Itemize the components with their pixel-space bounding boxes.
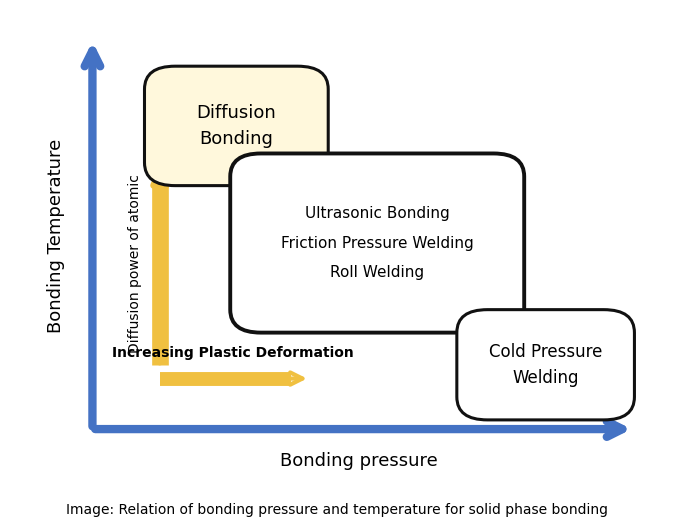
Text: Bonding Temperature: Bonding Temperature [46,139,65,333]
FancyBboxPatch shape [457,310,635,420]
FancyBboxPatch shape [145,66,328,186]
FancyBboxPatch shape [230,153,524,333]
Text: Ultrasonic Bonding
Friction Pressure Welding
Roll Welding: Ultrasonic Bonding Friction Pressure Wel… [281,206,474,280]
Text: Image: Relation of bonding pressure and temperature for solid phase bonding: Image: Relation of bonding pressure and … [65,503,608,517]
Text: Cold Pressure
Welding: Cold Pressure Welding [489,342,602,387]
Text: Diffusion power of atomic: Diffusion power of atomic [129,174,142,353]
Text: Bonding pressure: Bonding pressure [280,452,437,470]
Text: Increasing Plastic Deformation: Increasing Plastic Deformation [112,346,354,360]
Text: Diffusion
Bonding: Diffusion Bonding [197,104,276,148]
